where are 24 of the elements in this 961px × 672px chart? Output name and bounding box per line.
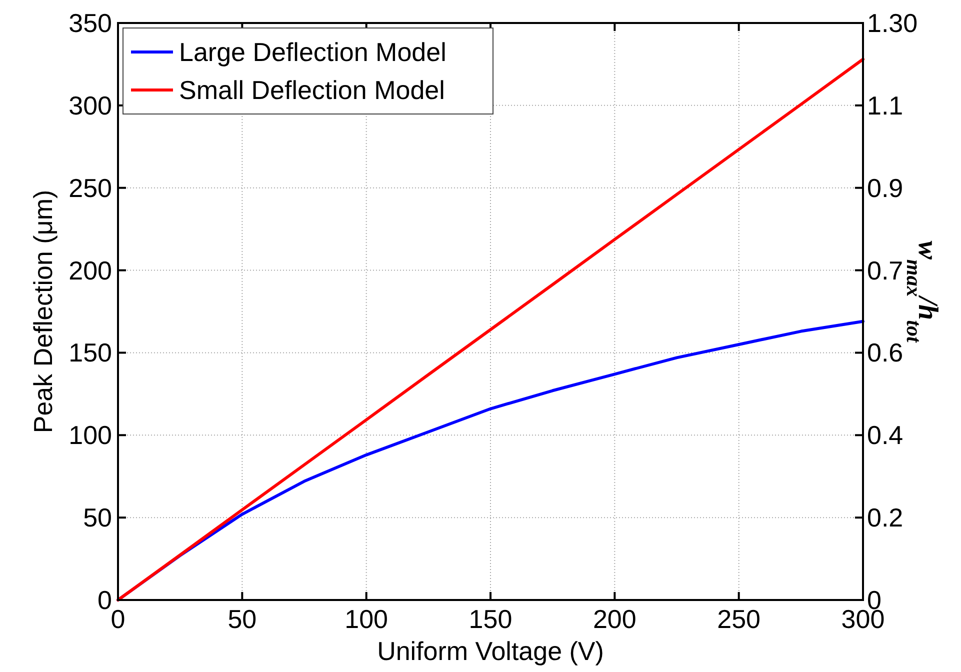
x-tick-label: 50 [228,604,257,634]
x-tick-label: 100 [344,604,388,634]
legend-label: Large Deflection Model [179,37,446,67]
y-tick-label: 350 [68,8,112,38]
x-tick-label: 200 [592,604,636,634]
y-tick-label: 250 [68,172,112,203]
y-tick-label: 300 [68,90,112,120]
y-tick-label: 150 [68,338,112,368]
legend-label: Small Deflection Model [179,75,445,105]
y2-tick-label: 0.6 [867,338,904,368]
y2-tick-label: 0.7 [867,255,904,286]
y2-tick-label: 0.2 [867,502,904,533]
y-tick-label: 200 [68,255,112,286]
x-tick-label: 150 [468,604,512,634]
y2-tick-label: 0.4 [867,420,904,450]
y2-tick-label: 1.1 [867,90,904,120]
y-tick-label: 100 [68,420,112,450]
y-axis-title: Peak Deflection (μm) [28,190,58,434]
y2-tick-label: 0.9 [867,172,904,203]
x-tick-label: 250 [717,604,761,634]
y-tick-label: 50 [83,502,112,533]
x-axis-title: Uniform Voltage (V) [377,636,604,666]
y-tick-label: 0 [98,585,112,615]
y2-tick-label: 1.30 [867,8,918,38]
